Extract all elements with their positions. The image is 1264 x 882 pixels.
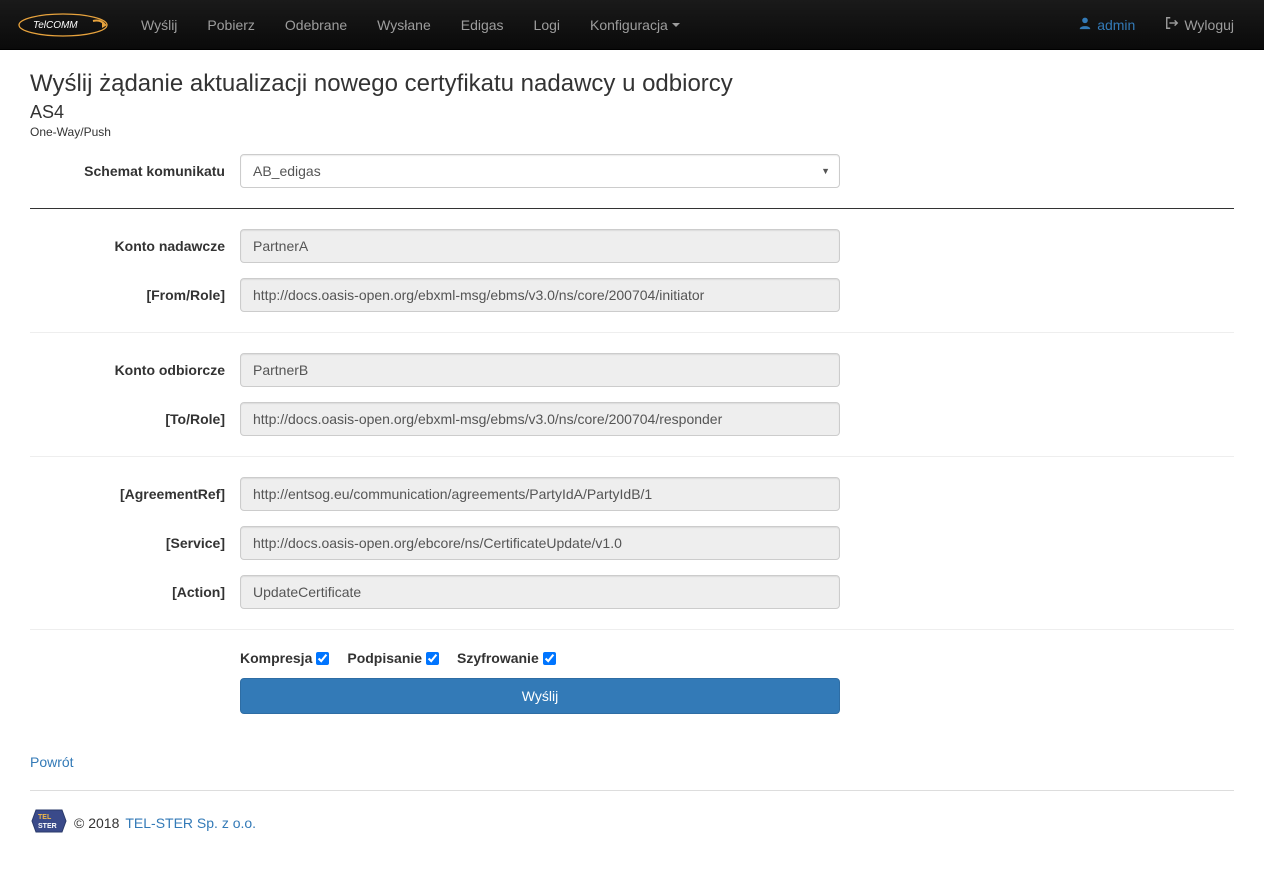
encryption-label-text: Szyfrowanie <box>457 650 539 666</box>
footer: TEL STER © 2018 TEL-STER Sp. z o.o. <box>30 806 1234 869</box>
receiver-account-input <box>240 353 840 387</box>
footer-company-link[interactable]: TEL-STER Sp. z o.o. <box>125 815 256 831</box>
schema-label: Schemat komunikatu <box>30 163 240 179</box>
form: Schemat komunikatu AB_edigas Konto nadaw… <box>30 154 1234 714</box>
navbar: TelCOMM Wyślij Pobierz Odebrane Wysłane … <box>0 0 1264 50</box>
footer-logo-icon: TEL STER <box>30 806 68 839</box>
to-role-label: [To/Role] <box>30 411 240 427</box>
form-group-action: [Action] <box>30 575 1234 609</box>
nav-item-received[interactable]: Odebrane <box>270 0 362 50</box>
encryption-checkbox[interactable] <box>543 652 556 665</box>
logout-link[interactable]: Wyloguj <box>1150 16 1249 33</box>
agreement-input <box>240 477 840 511</box>
nav-item-config-label: Konfiguracja <box>590 17 668 33</box>
signing-checkbox[interactable] <box>426 652 439 665</box>
signing-checkbox-label[interactable]: Podpisanie <box>347 650 439 666</box>
main-container: Wyślij żądanie aktualizacji nowego certy… <box>15 50 1249 869</box>
compression-checkbox-label[interactable]: Kompresja <box>240 650 329 666</box>
caret-down-icon <box>672 23 680 27</box>
action-label: [Action] <box>30 584 240 600</box>
footer-divider <box>30 790 1234 791</box>
action-input <box>240 575 840 609</box>
svg-text:STER: STER <box>38 823 57 830</box>
nav-menu: Wyślij Pobierz Odebrane Wysłane Edigas L… <box>126 0 695 50</box>
encryption-checkbox-label[interactable]: Szyfrowanie <box>457 650 556 666</box>
agreement-label: [AgreementRef] <box>30 486 240 502</box>
svg-text:TEL: TEL <box>38 814 52 821</box>
logout-label: Wyloguj <box>1184 17 1234 33</box>
submit-button[interactable]: Wyślij <box>240 678 840 714</box>
nav-item-download[interactable]: Pobierz <box>192 0 269 50</box>
brand-logo[interactable]: TelCOMM <box>15 0 111 50</box>
back-link[interactable]: Powrót <box>30 754 74 770</box>
sender-account-label: Konto nadawcze <box>30 238 240 254</box>
divider-3 <box>30 456 1234 457</box>
page-title: Wyślij żądanie aktualizacji nowego certy… <box>30 70 1234 98</box>
form-group-service: [Service] <box>30 526 1234 560</box>
svg-text:TelCOMM: TelCOMM <box>33 20 78 31</box>
user-icon <box>1078 16 1092 33</box>
footer-copyright: © 2018 <box>74 815 119 831</box>
nav-item-logs[interactable]: Logi <box>519 0 575 50</box>
nav-item-config[interactable]: Konfiguracja <box>575 0 695 50</box>
checkbox-row: Kompresja Podpisanie Szyfrowanie <box>240 650 840 666</box>
user-name: admin <box>1097 17 1135 33</box>
form-group-from-role: [From/Role] <box>30 278 1234 312</box>
service-input <box>240 526 840 560</box>
schema-select[interactable]: AB_edigas <box>240 154 840 188</box>
divider-4 <box>30 629 1234 630</box>
form-group-agreement: [AgreementRef] <box>30 477 1234 511</box>
from-role-label: [From/Role] <box>30 287 240 303</box>
from-role-input <box>240 278 840 312</box>
page-subtitle-1: AS4 <box>30 102 1234 123</box>
compression-checkbox[interactable] <box>316 652 329 665</box>
form-group-sender: Konto nadawcze <box>30 229 1234 263</box>
receiver-account-label: Konto odbiorcze <box>30 362 240 378</box>
form-group-schema: Schemat komunikatu AB_edigas <box>30 154 1234 188</box>
logout-icon <box>1165 16 1179 33</box>
service-label: [Service] <box>30 535 240 551</box>
form-group-to-role: [To/Role] <box>30 402 1234 436</box>
form-group-receiver: Konto odbiorcze <box>30 353 1234 387</box>
nav-item-send[interactable]: Wyślij <box>126 0 192 50</box>
compression-label-text: Kompresja <box>240 650 312 666</box>
form-group-options: Kompresja Podpisanie Szyfrowanie Wyślij <box>30 650 1234 714</box>
page-subtitle-2: One-Way/Push <box>30 125 1234 139</box>
nav-item-edigas[interactable]: Edigas <box>446 0 519 50</box>
nav-right: admin Wyloguj <box>1063 16 1249 33</box>
divider-2 <box>30 332 1234 333</box>
to-role-input <box>240 402 840 436</box>
signing-label-text: Podpisanie <box>347 650 422 666</box>
user-link[interactable]: admin <box>1063 16 1150 33</box>
sender-account-input <box>240 229 840 263</box>
divider-1 <box>30 208 1234 209</box>
nav-item-sent[interactable]: Wysłane <box>362 0 446 50</box>
